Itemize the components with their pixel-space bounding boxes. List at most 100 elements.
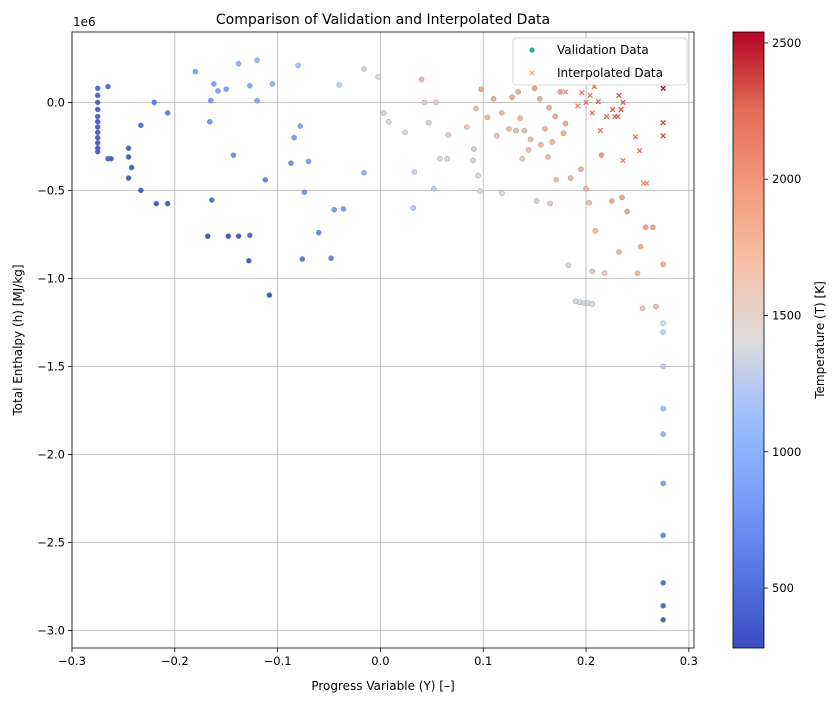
validation-point: [125, 145, 132, 151]
validation-point: [206, 118, 213, 125]
legend-interpolated-x: [529, 70, 535, 76]
interpolated-point: [632, 133, 639, 140]
validation-point: [473, 105, 479, 112]
validation-point: [247, 82, 253, 89]
validation-point: [552, 113, 559, 120]
validation-point: [246, 257, 252, 264]
colorbar-tick-label: 500: [772, 581, 794, 595]
validation-point: [425, 119, 432, 126]
validation-point: [94, 124, 101, 130]
interpolated-point: [597, 127, 604, 134]
colorbar-tick-label: 2500: [772, 36, 801, 50]
validation-point: [94, 113, 101, 120]
validation-point: [445, 132, 452, 138]
interpolated-point: [660, 133, 666, 139]
validation-point: [295, 62, 301, 69]
validation-point: [660, 405, 666, 412]
validation-point: [204, 233, 211, 239]
interpolated-point: [616, 92, 622, 99]
validation-point: [498, 110, 505, 116]
validation-point: [223, 86, 230, 92]
validation-point: [266, 292, 273, 298]
validation-point: [547, 200, 553, 207]
validation-point: [235, 233, 242, 239]
interpolated-point: [660, 119, 666, 126]
validation-point: [490, 96, 497, 102]
validation-point: [616, 249, 622, 255]
interpolated-point: [615, 113, 621, 120]
validation-point: [433, 99, 439, 106]
validation-point: [94, 99, 101, 106]
x-axis-ticks: −0.3 −0.2 −0.1 0.0 0.1 0.2 0.3: [58, 648, 698, 668]
validation-point: [418, 76, 425, 83]
interpolated-point: [620, 157, 626, 164]
legend-interpolated-label: Interpolated Data: [557, 66, 663, 80]
validation-point: [531, 85, 538, 92]
validation-point: [660, 532, 666, 539]
colorbar-tick-label: 1500: [772, 308, 801, 322]
legend-validation-label: Validation Data: [557, 43, 649, 57]
interpolated-point: [620, 99, 626, 106]
x-tick-label: −0.2: [161, 654, 189, 668]
validation-point: [521, 127, 528, 134]
validation-point: [592, 228, 599, 234]
validation-point: [533, 198, 540, 204]
validation-point: [586, 199, 592, 206]
validation-point: [513, 127, 519, 134]
colorbar-gradient: [732, 31, 765, 649]
validation-point: [207, 97, 214, 104]
validation-point: [164, 110, 171, 116]
validation-point: [578, 166, 584, 173]
x-axis-label: Progress Variable (Y) [–]: [311, 679, 454, 693]
interpolated-point: [562, 89, 569, 95]
validation-point: [639, 305, 646, 312]
validation-point: [546, 104, 552, 111]
validation-point: [291, 134, 297, 141]
validation-point: [94, 129, 101, 136]
validation-point: [215, 88, 221, 94]
data-points: [94, 57, 666, 623]
validation-point: [331, 206, 337, 213]
y-axis-ticks: 0.0 −0.5 −1.0 −1.5 −2.0 −2.5 −3.0: [37, 95, 72, 637]
interpolated-point: [595, 98, 602, 105]
y-tick-label: −3.0: [37, 623, 65, 637]
validation-point: [470, 157, 476, 164]
y-tick-label: −1.0: [37, 271, 65, 285]
validation-point: [538, 141, 544, 148]
validation-point: [125, 175, 132, 181]
validation-point: [192, 68, 199, 75]
validation-point: [525, 147, 532, 153]
validation-point: [634, 270, 641, 276]
validation-point: [660, 363, 666, 370]
legend-box: [512, 37, 688, 86]
validation-point: [211, 81, 217, 87]
validation-point: [519, 155, 526, 162]
plot-frame: [71, 31, 695, 649]
validation-point: [94, 140, 101, 146]
validation-point: [125, 154, 132, 160]
y-tick-label: 0.0: [47, 95, 65, 109]
validation-point: [478, 86, 484, 92]
x-tick-label: −0.3: [58, 654, 86, 668]
validation-point: [254, 97, 260, 104]
validation-point: [557, 89, 564, 95]
validation-point: [431, 185, 437, 192]
interpolated-point: [583, 99, 589, 106]
y-tick-label: −1.5: [37, 359, 65, 373]
validation-point: [230, 152, 237, 158]
validation-point: [402, 129, 408, 136]
validation-point: [484, 114, 491, 121]
validation-point: [94, 134, 101, 141]
interpolated-point: [575, 103, 581, 109]
validation-point: [336, 82, 343, 88]
validation-point: [471, 146, 477, 152]
interpolated-point: [603, 113, 610, 120]
interpolated-point: [660, 85, 666, 92]
validation-point: [660, 602, 666, 609]
validation-point: [108, 155, 114, 162]
validation-point: [297, 123, 304, 129]
validation-point: [375, 74, 382, 80]
validation-point: [153, 200, 160, 207]
validation-point: [660, 320, 666, 327]
validation-point: [299, 256, 306, 262]
